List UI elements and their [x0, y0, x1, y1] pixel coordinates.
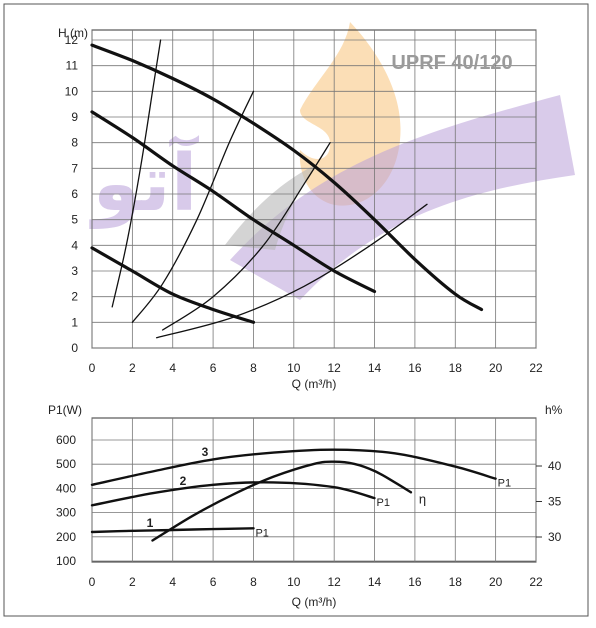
- power-efficiency-chart: 0 2 4 6 8 10 12 14 16 18 20 22100200300400500600303…: [48, 403, 563, 609]
- efficiency-curve-line: [151, 460, 413, 542]
- y-tick-label: 11: [66, 59, 79, 73]
- x-tick-label: 4: [169, 361, 176, 375]
- x-tick-label: 20: [489, 361, 503, 375]
- x-tick-label: 0: [89, 575, 96, 589]
- x-tick-label: 2: [129, 361, 136, 375]
- y-tick-label: 10: [65, 84, 79, 98]
- x-tick-label: 22: [529, 361, 543, 375]
- swoosh-shape: [230, 95, 575, 300]
- x-tick-label: 22: [529, 575, 543, 589]
- x-tick-label: 16: [408, 361, 422, 375]
- y2-axis-label: h%: [545, 403, 563, 417]
- series-number-label: 1: [147, 516, 154, 530]
- x-tick-label: 12: [328, 575, 342, 589]
- y-tick-label: 300: [56, 506, 76, 520]
- y-tick-label: 500: [56, 457, 76, 471]
- y-tick-label: 0: [71, 341, 78, 355]
- y2-tick-label: 35: [548, 495, 562, 509]
- pump-curve-line: [90, 110, 377, 294]
- x-tick-label: 12: [328, 361, 342, 375]
- x-tick-label: 0: [89, 361, 96, 375]
- y-axis-label: H (m): [58, 26, 88, 40]
- series-end-label: P1: [498, 478, 511, 490]
- x-tick-label: 6: [210, 575, 217, 589]
- x-tick-label: 16: [408, 575, 422, 589]
- x-tick-label: 8: [250, 361, 257, 375]
- series-end-label: η: [419, 491, 426, 506]
- y-tick-label: 8: [71, 136, 78, 150]
- system-curve-line: [155, 203, 428, 339]
- system-curve-line: [161, 142, 331, 331]
- power-curve-line: [90, 448, 497, 486]
- x-tick-label: 14: [368, 361, 382, 375]
- watermark: آتو: [89, 22, 575, 300]
- y-tick-label: 2: [71, 290, 78, 304]
- y-tick-label: 5: [71, 213, 78, 227]
- pump-curve-line: [90, 246, 256, 324]
- x-tick-label: 6: [210, 361, 217, 375]
- y-tick-label: 600: [56, 433, 76, 447]
- x-tick-label: 20: [489, 575, 503, 589]
- x-tick-label: 18: [449, 575, 463, 589]
- y-tick-label: 1: [71, 315, 78, 329]
- y-tick-label: 7: [71, 161, 78, 175]
- chart-title: UPRF 40/120: [391, 52, 512, 74]
- swoosh-shape-grey: [225, 165, 315, 250]
- y2-tick-label: 30: [548, 530, 562, 544]
- y-tick-label: 9: [71, 110, 78, 124]
- y-tick-label: 4: [71, 238, 78, 252]
- y-tick-label: 3: [71, 264, 78, 278]
- series-end-label: P1: [377, 497, 390, 509]
- x-tick-label: 10: [287, 575, 301, 589]
- y-tick-label: 200: [56, 530, 76, 544]
- y2-tick-label: 40: [548, 459, 562, 473]
- power-curve-line: [90, 527, 255, 534]
- x-tick-label: 2: [129, 575, 136, 589]
- series-end-label: P1: [255, 527, 268, 539]
- watermark-text: آتو: [89, 135, 200, 229]
- y-tick-label: 6: [71, 187, 78, 201]
- x-tick-label: 4: [169, 575, 176, 589]
- x-tick-label: 8: [250, 575, 257, 589]
- x-tick-label: 18: [449, 361, 463, 375]
- series-number-label: 3: [202, 445, 209, 459]
- x-tick-label: 14: [368, 575, 382, 589]
- y-tick-label: 400: [56, 481, 76, 495]
- x-axis-label: Q (m³/h): [292, 595, 337, 609]
- series-number-label: 2: [180, 474, 187, 488]
- system-curve-line: [131, 90, 255, 323]
- system-curve-line: [111, 39, 162, 308]
- pump-curve-line: [90, 43, 484, 312]
- x-axis-label: Q (m³/h): [292, 377, 337, 391]
- x-tick-label: 10: [287, 361, 301, 375]
- figure-border: [3, 3, 589, 617]
- y-axis-label: P1(W): [48, 403, 82, 417]
- y-tick-label: 12: [65, 33, 79, 47]
- y-tick-label: 100: [56, 554, 76, 568]
- power-curve-line: [90, 481, 376, 507]
